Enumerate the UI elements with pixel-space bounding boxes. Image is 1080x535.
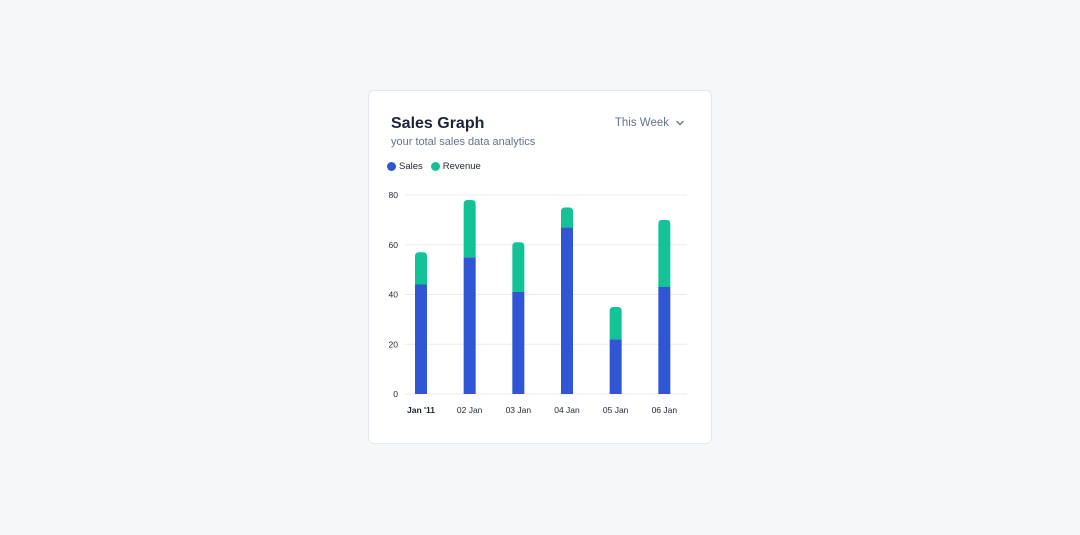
bar-revenue[interactable] <box>463 199 476 258</box>
legend-label-revenue: Revenue <box>442 161 481 172</box>
card-subtitle: your total sales data analytics <box>391 136 536 148</box>
x-tick-label: 06 Jan <box>652 405 678 415</box>
x-tick-label: 03 Jan <box>506 405 532 415</box>
y-tick-label: 60 <box>389 240 399 250</box>
chevron-down-icon <box>675 118 685 128</box>
bar-sales[interactable] <box>463 257 476 394</box>
sales-graph-card: Sales Graph your total sales data analyt… <box>368 90 712 444</box>
legend-label-sales: Sales <box>399 161 423 172</box>
bar-sales[interactable] <box>609 339 622 394</box>
card-title: Sales Graph <box>391 115 485 132</box>
bar-sales[interactable] <box>658 287 671 394</box>
x-tick-label: Jan '11 <box>407 405 435 415</box>
bar-sales[interactable] <box>512 292 525 394</box>
bar-sales[interactable] <box>415 284 427 394</box>
bar-revenue[interactable] <box>609 306 622 340</box>
bar-revenue[interactable] <box>561 207 573 228</box>
y-tick-label: 80 <box>389 190 399 200</box>
bar-revenue[interactable] <box>512 242 525 293</box>
x-tick-label: 04 Jan <box>554 405 580 415</box>
period-dropdown[interactable]: This Week <box>615 117 685 129</box>
legend-item-revenue[interactable]: Revenue <box>430 161 481 172</box>
legend-swatch-revenue <box>430 162 440 171</box>
stacked-bar-chart: 0 20 40 60 80 Jan '11 02 Jan 03 Jan 04 Jan 05 Jan… <box>389 190 687 415</box>
y-tick-label: 0 <box>393 389 398 399</box>
legend-item-sales[interactable]: Sales <box>387 161 423 172</box>
x-tick-label: 05 Jan <box>603 405 629 415</box>
y-tick-label: 20 <box>389 339 399 349</box>
period-label: This Week <box>614 117 669 129</box>
y-tick-label: 40 <box>389 290 399 300</box>
chart-legend: Sales Revenue <box>387 161 481 172</box>
x-tick-label: 02 Jan <box>457 405 483 415</box>
legend-swatch-sales <box>387 162 396 171</box>
bar-sales[interactable] <box>561 227 573 394</box>
bar-revenue[interactable] <box>415 252 427 285</box>
bar-revenue[interactable] <box>658 219 671 288</box>
